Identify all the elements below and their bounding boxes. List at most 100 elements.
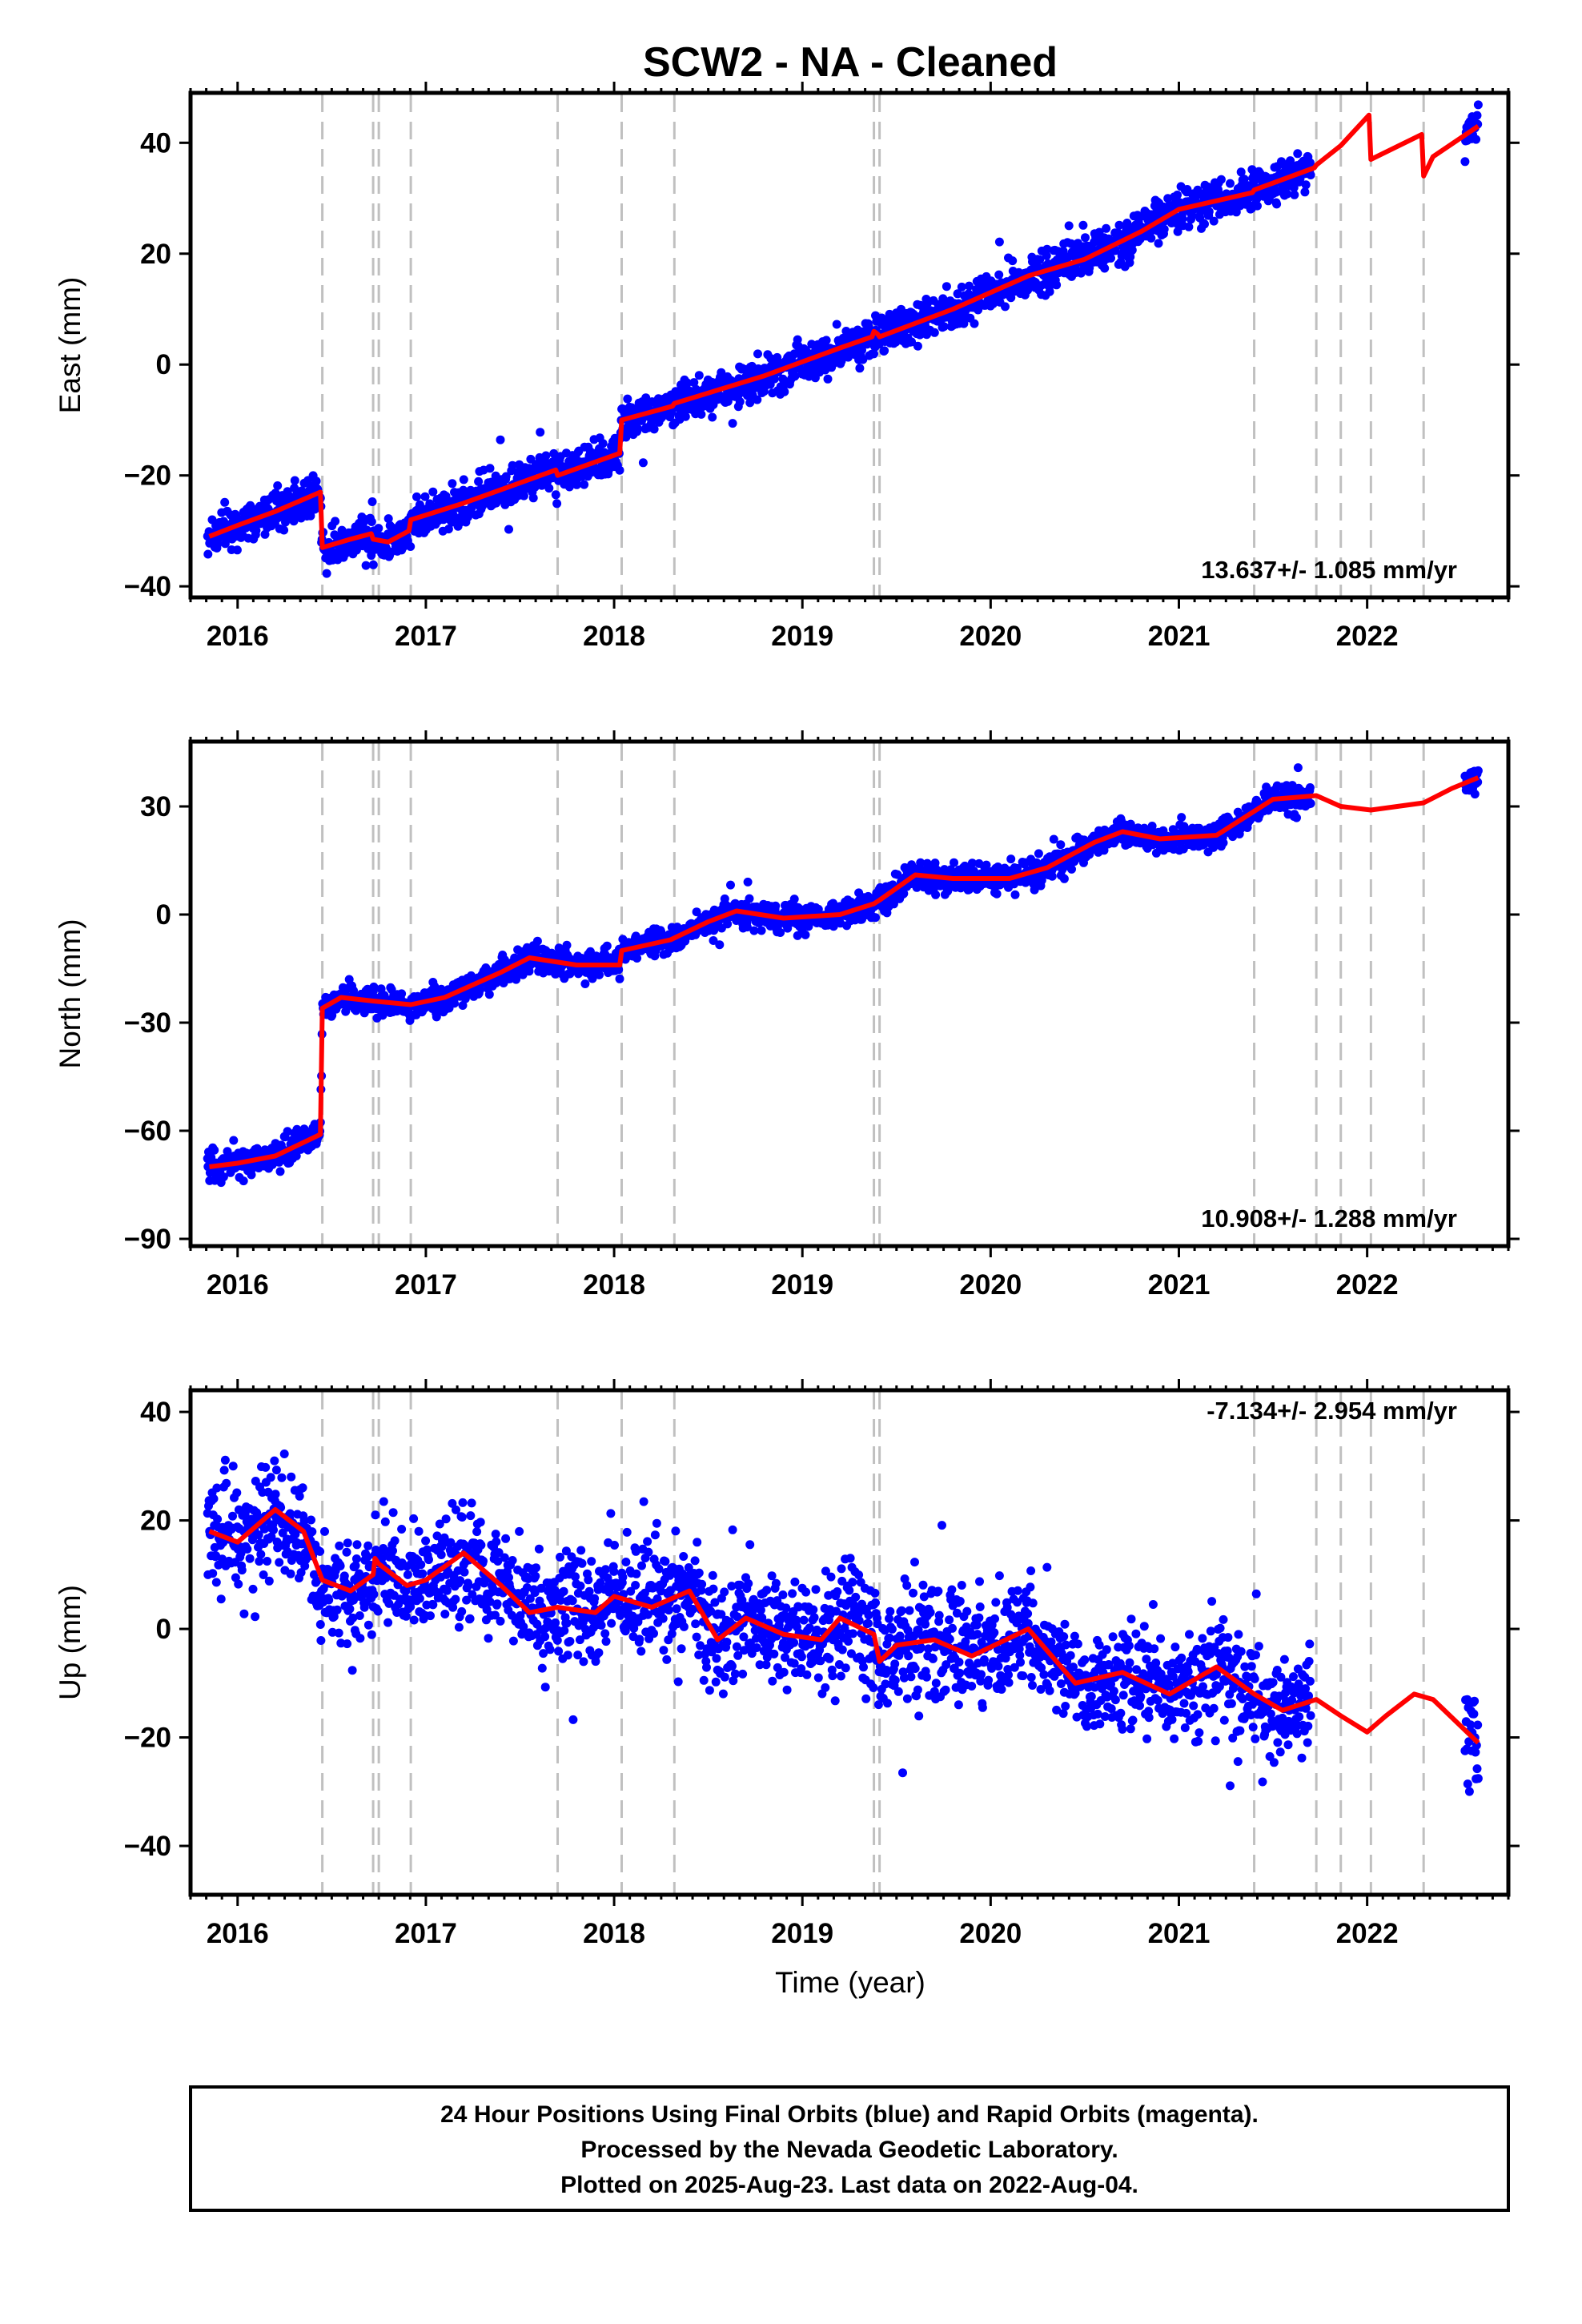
x-tick-label: 2018 bbox=[583, 621, 645, 652]
data-point bbox=[681, 412, 690, 421]
data-point bbox=[335, 1541, 344, 1550]
panel-up: 2016 2017 2018 2019 2020 2021 2022−40−2002040U… bbox=[54, 1379, 1520, 1949]
data-point bbox=[367, 551, 376, 560]
data-point bbox=[959, 319, 969, 328]
data-point bbox=[1110, 836, 1120, 845]
data-point bbox=[246, 501, 255, 510]
data-point bbox=[708, 412, 717, 422]
data-point bbox=[307, 1515, 315, 1525]
data-point bbox=[232, 545, 242, 555]
data-point bbox=[237, 1566, 247, 1575]
x-tick-label: 2022 bbox=[1336, 621, 1399, 652]
data-point bbox=[367, 497, 377, 506]
data-point bbox=[790, 372, 800, 381]
data-point bbox=[278, 1528, 287, 1538]
data-point bbox=[649, 424, 659, 434]
data-point bbox=[682, 378, 692, 388]
data-point bbox=[329, 1612, 339, 1622]
data-point bbox=[1293, 149, 1303, 159]
data-point bbox=[930, 858, 940, 868]
data-points bbox=[203, 763, 1483, 1188]
data-point bbox=[208, 1569, 218, 1578]
data-point bbox=[348, 1613, 358, 1622]
data-point bbox=[1253, 201, 1262, 211]
data-point bbox=[615, 974, 624, 983]
x-tick-label: 2018 bbox=[583, 1269, 645, 1301]
data-point bbox=[1100, 263, 1110, 273]
data-point bbox=[769, 374, 779, 384]
data-point bbox=[580, 480, 589, 489]
data-point bbox=[689, 378, 699, 388]
data-point bbox=[1473, 766, 1483, 775]
data-point bbox=[1047, 871, 1057, 881]
data-point bbox=[519, 491, 528, 501]
y-tick-label: 0 bbox=[156, 899, 171, 931]
data-point bbox=[899, 889, 909, 899]
data-point bbox=[907, 337, 917, 347]
data-point bbox=[415, 500, 424, 509]
data-point bbox=[264, 1576, 274, 1586]
data-point bbox=[216, 1594, 226, 1604]
data-point bbox=[251, 526, 261, 535]
data-point bbox=[239, 1176, 248, 1186]
data-point bbox=[324, 1595, 334, 1605]
data-point bbox=[1305, 783, 1315, 792]
x-tick-label: 2019 bbox=[771, 621, 833, 652]
data-point bbox=[735, 397, 745, 407]
data-point bbox=[742, 923, 752, 932]
data-point bbox=[248, 1584, 258, 1594]
data-point bbox=[562, 940, 572, 950]
data-point bbox=[327, 1627, 337, 1637]
data-point bbox=[801, 930, 810, 939]
data-point bbox=[757, 926, 766, 935]
data-point bbox=[383, 514, 393, 524]
x-axis: 2016 2017 2018 2019 2020 2021 2022 bbox=[189, 82, 1510, 652]
data-point bbox=[428, 487, 438, 497]
data-point bbox=[1110, 246, 1120, 255]
data-point bbox=[298, 1483, 307, 1493]
data-point bbox=[1034, 849, 1043, 858]
data-point bbox=[343, 1639, 352, 1649]
data-point bbox=[203, 549, 213, 559]
data-point bbox=[1473, 100, 1483, 110]
data-point bbox=[916, 858, 926, 867]
data-point bbox=[259, 1570, 268, 1579]
data-point bbox=[913, 341, 922, 351]
data-point bbox=[1460, 157, 1470, 167]
data-points bbox=[203, 1449, 1483, 1796]
data-point bbox=[1226, 179, 1235, 188]
data-point bbox=[430, 982, 440, 991]
data-point bbox=[485, 464, 495, 473]
data-point bbox=[656, 927, 666, 936]
data-point bbox=[212, 1483, 222, 1493]
data-point bbox=[780, 387, 789, 396]
data-point bbox=[311, 476, 321, 486]
data-point bbox=[345, 1604, 355, 1614]
data-point bbox=[320, 1526, 329, 1536]
data-point bbox=[306, 511, 315, 521]
data-point bbox=[361, 561, 371, 570]
data-point bbox=[939, 322, 949, 332]
data-point bbox=[266, 1473, 275, 1482]
data-point bbox=[857, 345, 866, 355]
data-point bbox=[251, 1612, 260, 1622]
data-point bbox=[1236, 167, 1246, 177]
x-tick-label: 2020 bbox=[959, 1269, 1022, 1301]
data-point bbox=[1159, 224, 1169, 234]
data-point bbox=[1216, 175, 1226, 184]
data-point bbox=[694, 371, 704, 380]
data-point bbox=[771, 901, 781, 911]
data-point bbox=[459, 475, 468, 485]
data-point bbox=[536, 428, 545, 437]
data-point bbox=[1301, 180, 1311, 190]
data-point bbox=[1078, 220, 1088, 230]
data-point bbox=[994, 237, 1004, 247]
data-point bbox=[893, 870, 902, 879]
data-point bbox=[474, 476, 484, 486]
y-tick-label: −60 bbox=[124, 1116, 171, 1147]
data-point bbox=[420, 492, 430, 501]
data-point bbox=[697, 409, 706, 419]
data-point bbox=[942, 282, 951, 292]
data-point bbox=[347, 1666, 357, 1675]
